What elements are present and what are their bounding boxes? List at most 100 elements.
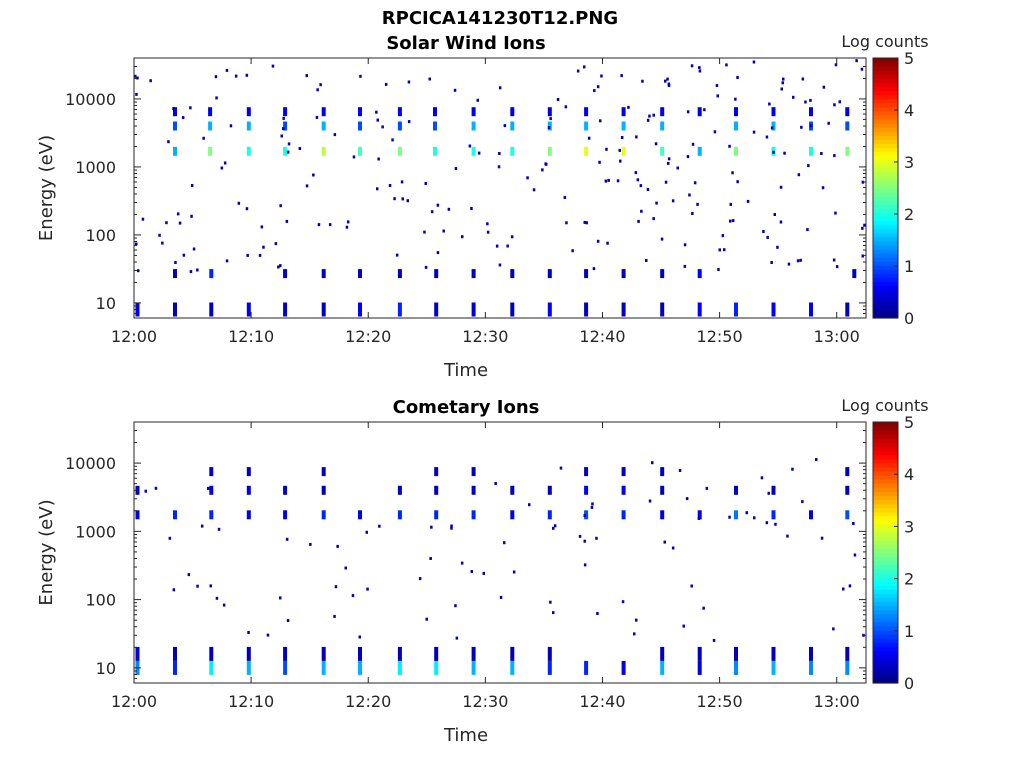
data-cell: [833, 103, 836, 107]
colorbar-segment: [873, 430, 898, 435]
data-cell: [845, 146, 850, 156]
data-cell: [196, 584, 199, 588]
data-cell: [215, 96, 218, 100]
data-cell: [809, 146, 813, 156]
plot-frame: [133, 421, 867, 684]
data-cell: [786, 534, 789, 538]
data-cell: [285, 537, 289, 541]
data-cell: [547, 302, 552, 317]
colorbar-segment: [873, 536, 898, 541]
data-cell: [358, 121, 362, 131]
data-cell: [246, 253, 249, 257]
data-cell: [729, 219, 732, 223]
data-cell: [834, 211, 837, 215]
data-cell: [571, 249, 574, 253]
data-cell: [510, 302, 515, 317]
colorbar-segment: [873, 466, 898, 472]
data-cell: [283, 302, 288, 317]
data-cell: [498, 86, 502, 90]
data-cell: [377, 157, 380, 161]
data-cell: [606, 241, 609, 245]
data-cell: [498, 263, 502, 267]
data-cell: [697, 146, 702, 156]
data-cell: [691, 212, 694, 215]
data-cell: [770, 126, 774, 130]
x-tick-label: 12:10: [228, 327, 274, 346]
colorbar-segment: [873, 617, 898, 623]
data-cell: [246, 146, 251, 156]
data-cell: [648, 499, 652, 503]
data-cell: [346, 220, 350, 224]
data-cell: [528, 503, 531, 507]
data-cell: [541, 168, 544, 172]
data-cell: [305, 74, 308, 78]
colorbar-segment: [873, 175, 898, 181]
data-cell: [450, 524, 453, 528]
data-cell: [283, 121, 288, 131]
data-cell: [391, 138, 394, 142]
data-cell: [510, 269, 515, 279]
data-cell: [697, 660, 702, 675]
data-cell: [780, 87, 783, 91]
data-cell: [734, 302, 738, 317]
data-cell: [436, 251, 440, 255]
data-cell: [209, 485, 214, 495]
data-cell: [845, 121, 850, 131]
colorbar-segment: [873, 163, 898, 169]
data-cell: [526, 176, 529, 180]
data-cell: [428, 77, 431, 81]
data-cell: [208, 107, 213, 117]
data-cell: [820, 152, 823, 155]
data-cell: [397, 302, 402, 317]
data-cell: [734, 146, 738, 156]
data-cell: [660, 485, 665, 495]
data-cell: [510, 121, 515, 131]
figure-title: RPCICA141230T12.PNG: [382, 8, 618, 29]
data-cell: [693, 181, 697, 185]
data-cell: [277, 265, 280, 269]
data-cell: [547, 269, 552, 279]
data-cell: [178, 221, 182, 225]
data-cell: [664, 180, 668, 184]
data-cell: [776, 245, 779, 249]
data-cell: [636, 178, 640, 182]
data-cell: [173, 107, 177, 117]
data-cell: [771, 302, 776, 317]
data-cell: [618, 148, 621, 152]
colorbar-segment: [873, 305, 898, 311]
data-cell: [172, 588, 176, 592]
data-cell: [621, 467, 626, 477]
colorbar-segment: [873, 519, 898, 525]
data-cell: [192, 247, 196, 251]
colorbar-segment: [873, 66, 898, 71]
data-cell: [762, 230, 765, 233]
data-cell: [600, 74, 603, 78]
data-cell: [731, 171, 734, 175]
data-cell: [172, 107, 175, 110]
data-cell: [809, 107, 813, 117]
data-cell: [512, 570, 516, 574]
data-cell: [471, 467, 476, 477]
x-tick-label: 12:50: [697, 692, 743, 711]
data-cell: [375, 110, 378, 114]
data-cell: [471, 302, 476, 317]
colorbar-segment: [873, 171, 898, 177]
data-cell: [141, 217, 145, 221]
colorbar-segment: [873, 572, 898, 578]
data-cell: [321, 269, 326, 279]
colorbar-segment: [873, 638, 898, 643]
data-cell: [447, 207, 451, 211]
data-cell: [678, 469, 682, 472]
data-cell: [397, 510, 402, 520]
data-cell: [660, 269, 665, 279]
data-cell: [652, 113, 655, 117]
data-cell: [702, 606, 705, 610]
data-cell: [376, 118, 379, 122]
data-cell: [134, 74, 137, 78]
data-cell: [787, 262, 791, 266]
data-cell: [135, 646, 140, 661]
data-cell: [698, 69, 702, 73]
data-cell: [319, 83, 322, 87]
data-cell: [434, 510, 439, 520]
data-cell: [450, 526, 453, 530]
